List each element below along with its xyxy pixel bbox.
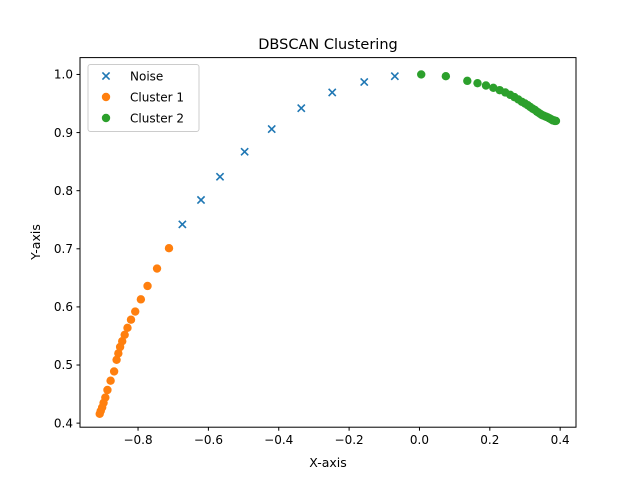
data-point <box>215 172 225 181</box>
data-point <box>152 264 162 273</box>
legend-label: Cluster 1 <box>130 90 184 104</box>
y-tick-label: 0.8 <box>54 184 73 198</box>
data-point <box>143 281 152 291</box>
x-axis-ticks: −0.8 −0.6 −0.4 −0.2 0.0 0.2 0.4 <box>123 427 570 447</box>
y-tick-label: 1.0 <box>54 68 73 82</box>
plot-frame <box>79 57 577 428</box>
x-tick-label: −0.2 <box>335 433 364 447</box>
legend-marker <box>101 113 111 123</box>
y-tick-label: 0.9 <box>54 126 73 140</box>
data-point <box>123 323 132 333</box>
legend-marker <box>101 92 111 102</box>
y-tick-label: 0.5 <box>54 358 73 372</box>
series-2 <box>417 70 561 126</box>
legend-label: Cluster 2 <box>130 111 184 125</box>
data-point <box>297 103 306 113</box>
y-tick-label: 0.6 <box>54 300 73 314</box>
data-point <box>441 71 451 81</box>
x-tick-label: 0.0 <box>410 433 429 447</box>
data-point <box>178 220 187 229</box>
legend: Noise Cluster 1 Cluster 2 <box>87 64 200 132</box>
data-point <box>417 70 426 79</box>
x-tick-label: −0.6 <box>194 433 223 447</box>
data-point <box>95 409 104 419</box>
y-axis-label: Y-axis <box>28 224 43 261</box>
x-tick-label: −0.4 <box>264 433 293 447</box>
series-1 <box>95 244 174 419</box>
data-point <box>103 385 112 395</box>
data-point <box>328 88 337 97</box>
chart-title: DBSCAN Clustering <box>258 37 397 53</box>
data-point <box>112 355 121 364</box>
legend-marker <box>101 71 111 81</box>
data-point <box>164 244 174 253</box>
data-point <box>120 330 129 339</box>
data-point <box>481 81 491 90</box>
data-point <box>126 315 136 324</box>
legend-label: Noise <box>130 69 163 83</box>
data-point <box>240 147 249 156</box>
x-axis-label: X-axis <box>309 455 347 470</box>
data-point <box>551 116 561 126</box>
data-point <box>267 124 276 134</box>
y-axis-ticks: 0.4 0.5 0.6 0.7 0.8 0.9 1.0 <box>54 68 80 430</box>
x-tick-label: 0.4 <box>551 433 570 447</box>
data-point <box>109 367 119 376</box>
data-point <box>131 307 140 316</box>
data-point <box>196 195 206 205</box>
data-point <box>114 349 123 358</box>
x-tick-label: −0.8 <box>123 433 152 447</box>
data-point <box>390 72 400 81</box>
y-tick-label: 0.4 <box>54 416 73 430</box>
data-point <box>473 78 482 88</box>
y-tick-label: 0.7 <box>54 242 73 256</box>
data-point <box>136 295 146 304</box>
data-points <box>95 70 561 419</box>
series-0 <box>178 72 400 229</box>
data-point <box>115 342 125 352</box>
data-point <box>489 83 498 93</box>
data-point <box>463 76 472 86</box>
legend-box <box>87 64 200 132</box>
x-tick-label: 0.2 <box>480 433 499 447</box>
data-point <box>106 376 115 385</box>
data-point <box>360 77 369 87</box>
